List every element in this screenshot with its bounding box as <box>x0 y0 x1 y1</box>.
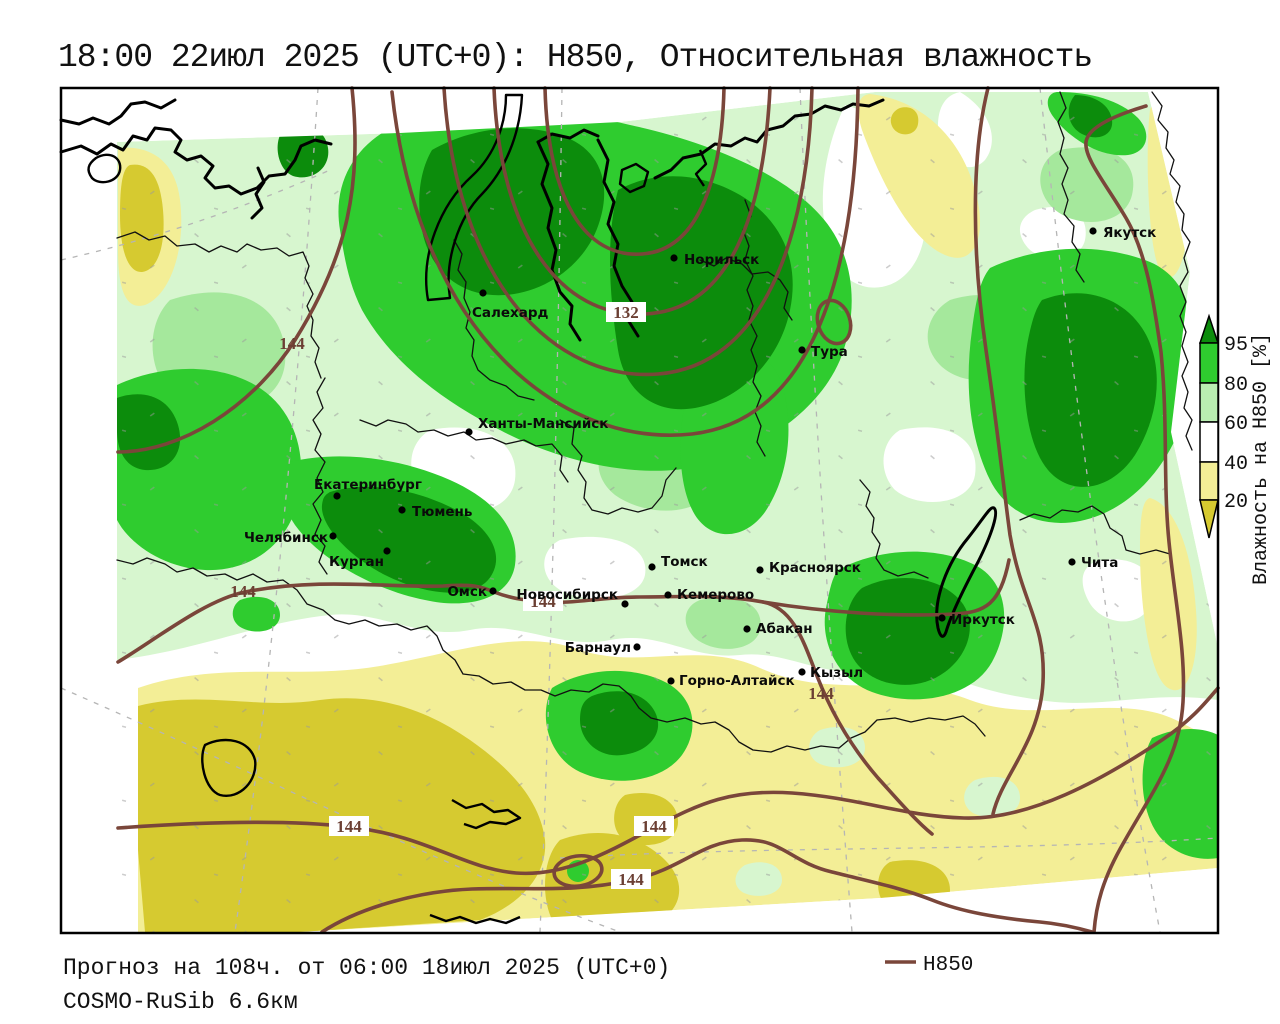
city-marker: Курган <box>329 547 391 570</box>
colorbar-step <box>1199 382 1219 423</box>
svg-text:144: 144 <box>618 870 644 889</box>
city-marker: Новосибирск <box>516 587 629 608</box>
city-marker: Томск <box>648 554 708 571</box>
svg-text:Красноярск: Красноярск <box>769 560 861 576</box>
svg-text:Чита: Чита <box>1081 555 1118 571</box>
svg-text:144: 144 <box>230 582 256 601</box>
svg-text:144: 144 <box>336 817 362 836</box>
svg-text:144: 144 <box>530 592 556 611</box>
svg-text:Курган: Курган <box>329 554 384 570</box>
svg-text:Тура: Тура <box>811 344 848 360</box>
svg-text:Якутск: Якутск <box>1103 225 1156 241</box>
colorbar-step <box>1199 421 1219 463</box>
model-info: COSMO-RuSib 6.6км <box>63 989 298 1015</box>
city-marker: Якутск <box>1089 225 1156 241</box>
humidity-colorbar: 95 80 60 40 20 Влажность на H850 [%] <box>1198 313 1273 585</box>
forecast-info: Прогноз на 108ч. от 06:00 18июл 2025 (UT… <box>63 955 670 981</box>
svg-text:Ханты-Мансийск: Ханты-Мансийск <box>478 416 608 432</box>
city-marker: Салехард <box>472 289 549 321</box>
contour-label: 132 <box>606 302 646 322</box>
city-marker: Екатеринбург <box>314 477 422 500</box>
humidity-field-layer <box>117 92 1218 932</box>
city-marker: Челябинск <box>244 530 337 546</box>
svg-text:Тюмень: Тюмень <box>412 504 472 520</box>
svg-text:Горно-Алтайск: Горно-Алтайск <box>679 673 795 689</box>
city-marker: Кызыл <box>798 665 863 681</box>
svg-text:Норильск: Норильск <box>684 252 759 268</box>
svg-text:Томск: Томск <box>661 554 708 570</box>
svg-text:Челябинск: Челябинск <box>244 530 328 546</box>
colorbar-tick: 60 <box>1224 413 1248 436</box>
svg-text:Барнаул: Барнаул <box>565 640 631 656</box>
svg-text:Екатеринбург: Екатеринбург <box>314 477 422 493</box>
svg-text:144: 144 <box>641 817 667 836</box>
svg-text:Салехард: Салехард <box>472 305 549 321</box>
city-marker: Чита <box>1068 555 1118 571</box>
city-marker: Красноярск <box>756 560 861 576</box>
graticule-speckles <box>117 92 1218 932</box>
contour-label: 144 <box>329 816 369 836</box>
colorbar-tick: 40 <box>1224 453 1248 476</box>
contour-label: 144 <box>230 582 256 601</box>
colorbar-step <box>1199 461 1219 501</box>
svg-text:Кызыл: Кызыл <box>810 665 863 681</box>
colorbar-tick: 95 <box>1224 334 1248 357</box>
city-marker: Омск <box>447 584 497 600</box>
colorbar-arrow-bottom <box>1199 499 1219 539</box>
colorbar-tick: 20 <box>1224 491 1248 514</box>
city-marker: Тура <box>798 344 848 360</box>
admin-borders <box>116 91 1193 753</box>
svg-text:Новосибирск: Новосибирск <box>516 587 618 603</box>
colorbar-arrow-top <box>1198 313 1220 344</box>
city-marker: Барнаул <box>565 640 641 656</box>
svg-text:144: 144 <box>279 334 305 353</box>
contour-label: 144 <box>808 684 834 703</box>
contour-labels: 132 144 144 144 144 144 144 144 <box>230 302 834 889</box>
colorbar-tick: 80 <box>1224 374 1248 397</box>
svg-text:144: 144 <box>808 684 834 703</box>
svg-text:Омск: Омск <box>447 584 487 600</box>
colorbar-title: Влажность на H850 [%] <box>1250 333 1273 585</box>
contour-label: 144 <box>634 816 674 836</box>
svg-text:Кемерово: Кемерово <box>677 587 754 603</box>
city-marker: Иркутск <box>938 612 1015 628</box>
map-frame <box>59 86 1220 935</box>
city-marker: Кемерово <box>664 587 754 603</box>
city-marker: Горно-Алтайск <box>667 673 795 689</box>
city-marker: Тюмень <box>398 504 472 520</box>
city-marker: Ханты-Мансийск <box>465 416 608 436</box>
h850-legend-label: H850 <box>923 954 973 977</box>
city-marker: Абакан <box>743 621 813 637</box>
page-title: 18:00 22июл 2025 (UTC+0): H850, Относите… <box>58 39 1092 76</box>
colorbar-step <box>1199 342 1219 384</box>
svg-text:132: 132 <box>613 303 639 322</box>
contour-label: 144 <box>611 869 651 889</box>
contour-label: 144 <box>279 334 305 353</box>
footer: Прогноз на 108ч. от 06:00 18июл 2025 (UT… <box>63 954 973 1015</box>
city-markers: Норильск Салехард Тура Якутск Ханты-Манс… <box>244 225 1156 689</box>
contour-label: 144 <box>523 591 563 611</box>
city-marker: Норильск <box>670 252 759 268</box>
svg-text:Абакан: Абакан <box>756 621 813 637</box>
svg-text:Иркутск: Иркутск <box>951 612 1015 628</box>
